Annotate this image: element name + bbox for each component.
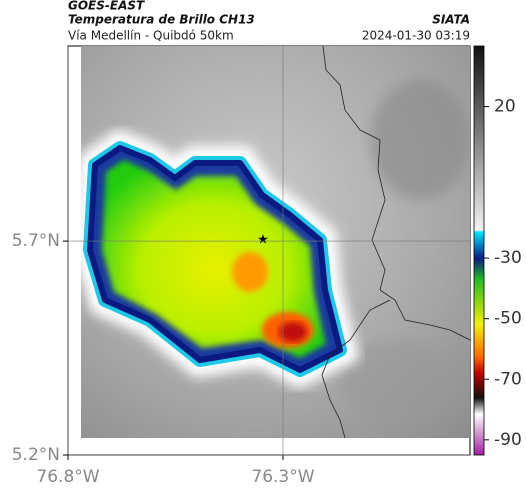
y-tick-label: 5.2°N — [12, 445, 60, 465]
title: GOES-EAST — [68, 0, 145, 13]
colorbar-tick-label: 20 — [494, 97, 516, 117]
colorbar-tick-label: -90 — [494, 430, 522, 450]
location-star: ★ — [257, 233, 269, 248]
x-tick-label: 76.8°W — [36, 467, 99, 487]
source: SIATA — [432, 13, 470, 27]
y-tick-label: 5.7°N — [12, 231, 60, 251]
colorbar-tick-label: -50 — [494, 309, 522, 329]
timestamp: 2024-01-30 03:19 — [362, 29, 470, 43]
colorbar-tick-label: -70 — [494, 369, 522, 389]
imagery — [81, 46, 470, 438]
product: Temperatura de Brillo CH13 — [68, 13, 255, 27]
region: Vía Medellín - Quibdó 50km — [68, 29, 234, 43]
colorbar-tick-label: -30 — [494, 248, 522, 268]
x-tick-label: 76.3°W — [251, 467, 314, 487]
colorbar — [473, 45, 485, 456]
